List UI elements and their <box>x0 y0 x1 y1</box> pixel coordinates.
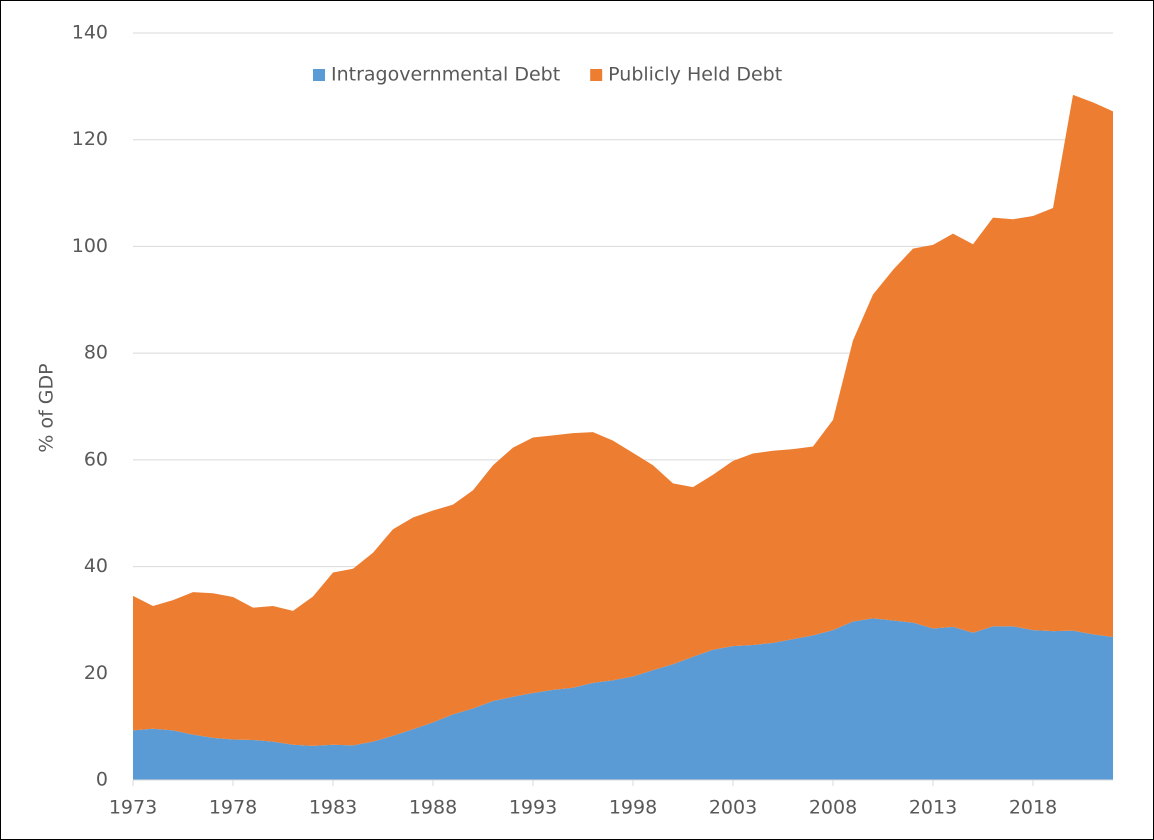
x-tick-label: 1998 <box>609 797 657 819</box>
y-tick-label: 140 <box>72 22 108 44</box>
area <box>133 94 1113 746</box>
x-tick-label: 2018 <box>1009 797 1057 819</box>
legend-swatch <box>313 69 325 81</box>
x-tick-label: 1988 <box>409 797 457 819</box>
x-tick-label: 1993 <box>509 797 557 819</box>
legend-label: Intragovernmental Debt <box>331 64 560 86</box>
x-tick-label: 1978 <box>209 797 257 819</box>
x-tick-label: 1983 <box>309 797 357 819</box>
y-tick-label: 0 <box>96 769 108 791</box>
y-tick-label: 80 <box>84 342 108 364</box>
y-tick-label: 120 <box>72 128 108 150</box>
y-tick-label: 40 <box>84 555 108 577</box>
y-tick-label: 20 <box>84 662 108 684</box>
x-tick-label: 2003 <box>709 797 757 819</box>
area <box>133 618 1113 780</box>
legend-label: Publicly Held Debt <box>608 64 782 86</box>
x-tick-label: 2008 <box>809 797 857 819</box>
x-tick-label: 2013 <box>909 797 957 819</box>
y-tick-label: 100 <box>72 235 108 257</box>
y-tick-label: 60 <box>84 448 108 470</box>
y-axis-label: % of GDP <box>36 363 58 452</box>
x-tick-label: 1973 <box>109 797 157 819</box>
legend-swatch <box>590 69 603 81</box>
